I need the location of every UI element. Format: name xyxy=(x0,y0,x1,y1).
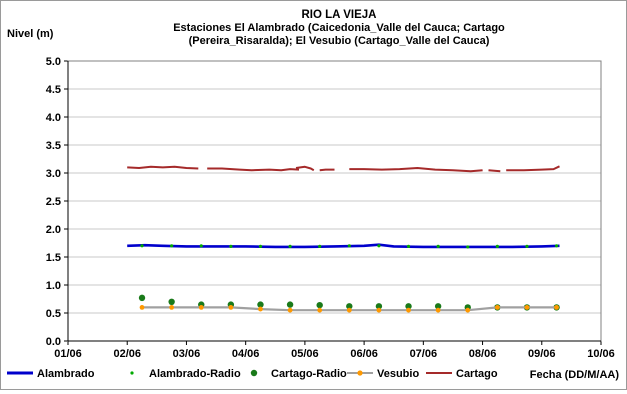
y-tick-labels: 0.0 0.5 1.0 1.5 2.0 2.5 3.0 3.5 4.0 4.5 5.0 xyxy=(46,56,61,348)
y-axis-label: Nivel (m) xyxy=(7,28,54,40)
y-tick-label: 5.0 xyxy=(46,56,61,68)
data-point xyxy=(258,306,263,312)
series-alambrado xyxy=(127,243,560,249)
data-point xyxy=(406,244,411,248)
data-point xyxy=(494,305,500,310)
data-point xyxy=(435,307,441,313)
data-point xyxy=(347,244,351,248)
series-line-segment xyxy=(127,165,199,170)
data-point xyxy=(554,244,559,248)
data-point xyxy=(346,303,353,310)
data-point xyxy=(170,244,174,248)
x-tick-label: 01/06 xyxy=(54,348,82,360)
legend-label: Alambrado xyxy=(37,368,95,380)
series-line-segment xyxy=(506,165,560,172)
legend-marker xyxy=(130,371,134,375)
series-line-segment xyxy=(319,168,335,172)
data-point xyxy=(140,244,144,248)
data-point xyxy=(257,301,264,308)
y-tick-label: 1.0 xyxy=(46,280,61,292)
legend-item-vesubio: Vesubio xyxy=(347,368,419,380)
x-axis-label: Fecha (DD/M/AA) xyxy=(530,369,620,381)
x-tick-label: 02/06 xyxy=(113,348,141,360)
x-tick-label: 09/06 xyxy=(528,348,556,360)
data-point xyxy=(288,244,292,248)
legend: Alambrado Alambrado-Radio Cartago-Radio Ves… xyxy=(7,368,498,380)
x-tick-label: 05/06 xyxy=(291,348,319,360)
data-point xyxy=(287,307,293,313)
data-point xyxy=(346,307,352,313)
series-cartago xyxy=(127,165,560,173)
data-point xyxy=(406,307,411,313)
legend-label: Cartago xyxy=(456,368,498,380)
chart-title-line: Estaciones El Alambrado (Caicedonia_Vall… xyxy=(173,22,505,34)
x-tick-label: 03/06 xyxy=(173,348,201,360)
x-tick-label: 10/06 xyxy=(587,348,615,360)
chart-title-line: RIO LA VIEJA xyxy=(302,9,377,21)
legend-label: Alambrado-Radio xyxy=(149,368,241,380)
legend-marker xyxy=(250,369,258,377)
series-alambrado-radio xyxy=(140,244,559,249)
data-point xyxy=(524,305,530,310)
data-point xyxy=(525,244,529,248)
y-tick-label: 2.0 xyxy=(46,224,61,236)
x-tick-label: 07/06 xyxy=(410,348,438,360)
x-tick-labels: 01/06 02/06 03/06 04/06 05/06 06/06 07/06 08/06… xyxy=(54,348,615,360)
y-tick-label: 1.5 xyxy=(46,252,61,264)
data-point xyxy=(465,307,471,313)
legend-marker xyxy=(357,370,363,376)
y-tick-label: 4.5 xyxy=(46,84,61,96)
data-point xyxy=(405,303,412,310)
data-point xyxy=(198,305,204,310)
series-line-segment xyxy=(488,169,501,173)
x-tick-label: 08/06 xyxy=(469,348,497,360)
legend-item-alambrado: Alambrado xyxy=(7,368,95,380)
data-point xyxy=(316,301,323,309)
data-point xyxy=(228,305,234,310)
axes xyxy=(64,60,602,345)
gridlines xyxy=(68,60,601,314)
series-line xyxy=(127,243,560,249)
data-point xyxy=(317,307,323,313)
data-point xyxy=(286,301,294,308)
data-point xyxy=(375,303,383,310)
data-point xyxy=(436,244,440,248)
y-tick-label: 2.5 xyxy=(46,196,61,208)
series-line-segment xyxy=(295,165,315,172)
data-point xyxy=(466,245,470,249)
data-point xyxy=(434,303,442,310)
y-tick-label: 3.5 xyxy=(46,140,61,152)
y-tick-label: 0.0 xyxy=(46,336,61,348)
data-point xyxy=(377,244,381,248)
series-line-segment xyxy=(207,167,300,172)
data-point xyxy=(169,305,175,310)
data-point xyxy=(138,294,146,302)
data-point xyxy=(495,244,499,248)
data-point xyxy=(168,298,175,305)
y-tick-label: 0.5 xyxy=(46,308,61,320)
data-point xyxy=(554,305,559,310)
data-point xyxy=(376,307,382,313)
legend-item-cartago-radio: Cartago-Radio xyxy=(250,368,347,380)
data-point xyxy=(199,244,203,248)
data-point xyxy=(139,305,145,310)
y-tick-label: 4.0 xyxy=(46,112,61,124)
series-layer xyxy=(127,165,560,313)
series-vesubio xyxy=(139,305,559,313)
x-tick-label: 06/06 xyxy=(350,348,378,360)
series-line-segment xyxy=(349,167,483,173)
legend-label: Cartago-Radio xyxy=(271,368,347,380)
y-tick-label: 3.0 xyxy=(46,168,61,180)
x-tick-label: 04/06 xyxy=(232,348,260,360)
chart-title: RIO LA VIEJA Estaciones El Alambrado (Ca… xyxy=(173,9,505,47)
legend-item-alambrado-radio: Alambrado-Radio xyxy=(130,368,241,380)
legend-label: Vesubio xyxy=(377,368,419,380)
data-point xyxy=(318,244,322,248)
legend-item-cartago: Cartago xyxy=(426,368,498,380)
data-point xyxy=(258,244,263,248)
chart-title-line: (Pereira_Risaralda); El Vesubio (Cartago… xyxy=(189,35,490,47)
data-point xyxy=(229,244,233,248)
